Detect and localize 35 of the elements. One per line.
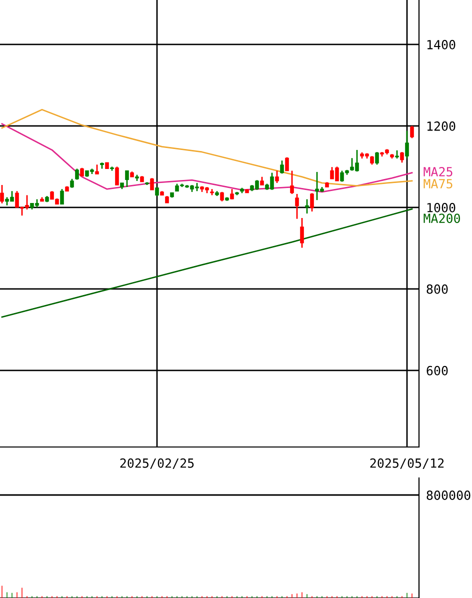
candlestick — [290, 170, 294, 195]
candlestick — [275, 170, 279, 184]
line-series — [1, 123, 413, 193]
candlestick — [285, 156, 289, 172]
candlestick — [220, 191, 224, 202]
y-tick-label: 1200 — [427, 121, 456, 131]
candlestick — [125, 170, 129, 188]
candlestick — [75, 168, 79, 180]
candlestick — [405, 130, 409, 160]
series-label: MA25 — [424, 166, 452, 176]
line-series — [1, 108, 413, 187]
y-tick-label: 1000 — [427, 202, 456, 212]
candlestick — [60, 188, 64, 205]
x-tick-label: 2025/02/25 — [120, 458, 194, 469]
candlestick — [300, 217, 304, 248]
series-label: MA75 — [424, 179, 452, 188]
candlestick — [410, 125, 414, 139]
y-tick-label: 600 — [426, 366, 448, 376]
candlestick — [310, 192, 314, 212]
line-series — [1, 208, 413, 318]
y-tick-label: 800000 — [426, 490, 470, 500]
candlestick — [95, 164, 99, 175]
candlestick — [305, 198, 309, 214]
candlestick — [400, 151, 404, 164]
series-label: MA200 — [424, 214, 460, 224]
candlestick — [295, 193, 299, 220]
candlestick — [280, 160, 284, 174]
y-tick-label: 800 — [426, 284, 448, 294]
y-tick-label: 1400 — [427, 40, 456, 50]
candlestick — [375, 151, 379, 166]
candlestick — [150, 177, 154, 191]
candlestick — [115, 166, 119, 186]
candlestick — [230, 188, 234, 200]
candlestick — [0, 184, 4, 204]
x-tick-label: 2025/05/12 — [370, 458, 444, 469]
